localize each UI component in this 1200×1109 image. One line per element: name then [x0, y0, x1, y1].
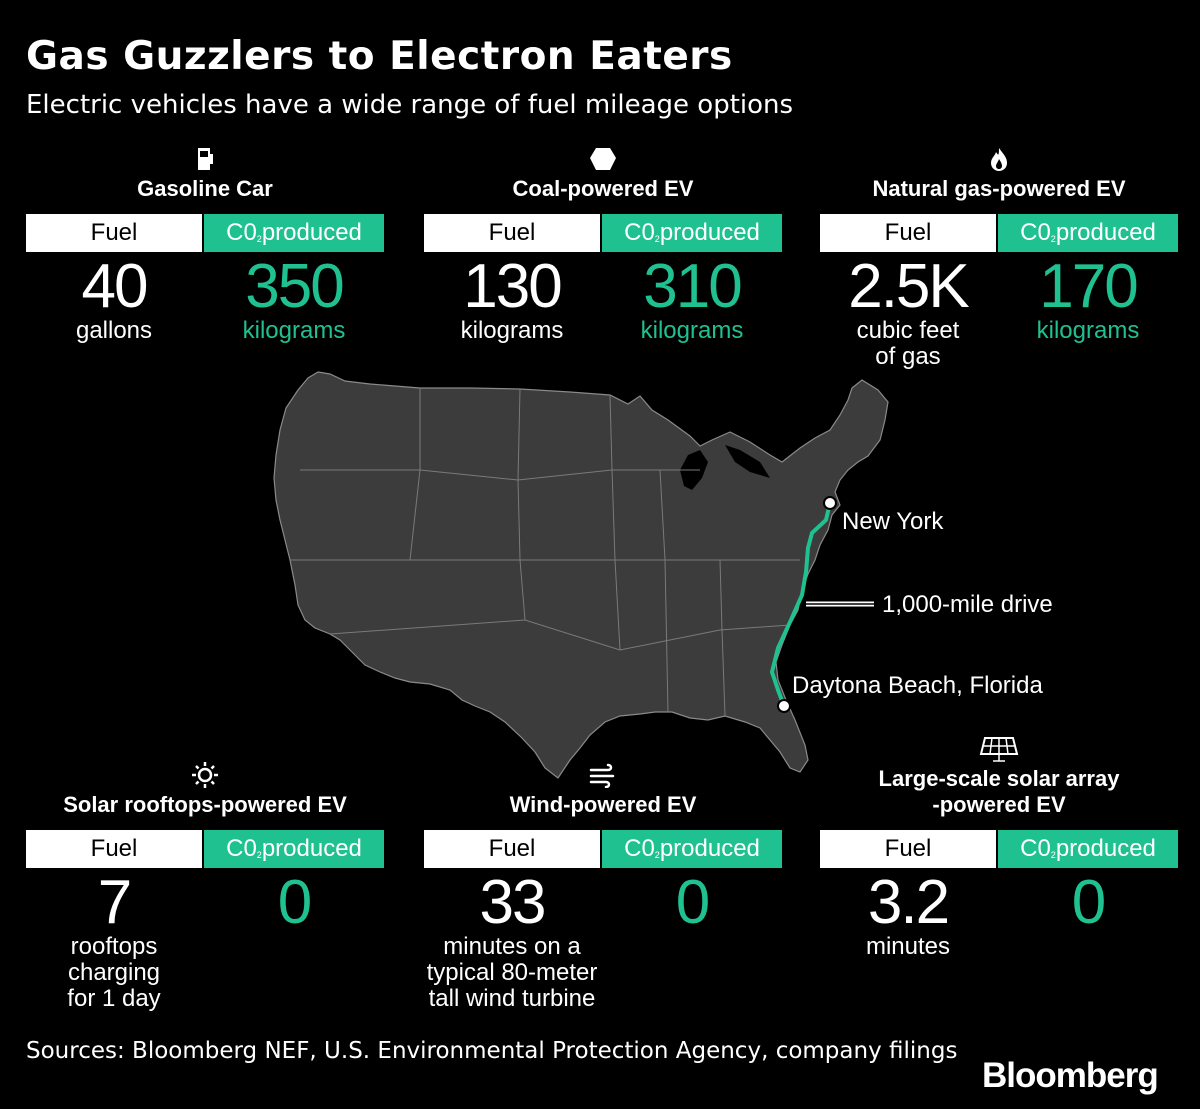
table-header: Fuel C02produced — [26, 830, 384, 868]
co2-value: 310 kilograms — [640, 252, 744, 344]
fuel-pump-icon — [26, 146, 384, 176]
wind-icon — [424, 762, 782, 792]
route-label: 1,000-mile drive — [882, 591, 1053, 618]
vehicle-name: Large-scale solar array -powered EV — [878, 766, 1120, 817]
fuel-value: 130 kilograms — [460, 252, 564, 344]
co2-header: C02produced — [204, 214, 384, 252]
table-header: Fuel C02produced — [820, 830, 1178, 868]
fuel-header: Fuel — [26, 214, 202, 252]
state-borders — [290, 388, 800, 717]
co2-value: 0 — [277, 868, 312, 937]
destination-marker — [777, 699, 791, 713]
co2-value: 170 kilograms — [1036, 252, 1140, 344]
co2-header: C02produced — [602, 830, 782, 868]
co2-header: C02produced — [998, 214, 1178, 252]
flame-icon — [820, 146, 1178, 176]
table-header: Fuel C02produced — [424, 214, 782, 252]
page-subtitle: Electric vehicles have a wide range of f… — [26, 90, 794, 120]
sun-icon — [26, 762, 384, 792]
origin-label: New York — [842, 508, 944, 535]
sources-note: Sources: Bloomberg NEF, U.S. Environment… — [26, 1038, 958, 1064]
vehicle-name: Wind-powered EV — [509, 792, 697, 817]
fuel-header: Fuel — [820, 830, 996, 868]
co2-header: C02produced — [204, 830, 384, 868]
co2-value: 350 kilograms — [242, 252, 346, 344]
fuel-value: 33 minutes on a typical 80-meter tall wi… — [426, 868, 598, 1012]
fuel-value: 40 gallons — [75, 252, 153, 344]
page-title: Gas Guzzlers to Electron Eaters — [26, 34, 733, 79]
bloomberg-logo: Bloomberg — [982, 1056, 1159, 1095]
fuel-value: 7 rooftops charging for 1 day — [67, 868, 161, 1012]
destination-label: Daytona Beach, Florida — [792, 672, 1043, 699]
coal-lump-icon — [424, 146, 782, 176]
co2-header: C02produced — [602, 214, 782, 252]
table-header: Fuel C02produced — [820, 214, 1178, 252]
fuel-header: Fuel — [424, 830, 600, 868]
co2-header: C02produced — [998, 830, 1178, 868]
table-header: Fuel C02produced — [26, 214, 384, 252]
table-header: Fuel C02produced — [424, 830, 782, 868]
co2-value: 0 — [675, 868, 710, 937]
fuel-header: Fuel — [26, 830, 202, 868]
us-map-shape — [273, 371, 889, 779]
great-lakes — [680, 445, 770, 490]
fuel-header: Fuel — [424, 214, 600, 252]
co2-value: 0 — [1071, 868, 1106, 937]
vehicle-name: Gasoline Car — [137, 176, 273, 201]
fuel-value: 2.5K cubic feet of gas — [848, 252, 970, 370]
fuel-header: Fuel — [820, 214, 996, 252]
vehicle-name: Natural gas-powered EV — [872, 176, 1126, 201]
solar-panel-icon — [820, 736, 1178, 766]
fuel-value: 3.2 minutes — [865, 868, 951, 960]
vehicle-name: Coal-powered EV — [512, 176, 694, 201]
route-line — [769, 502, 832, 707]
vehicle-name: Solar rooftops-powered EV — [63, 792, 347, 817]
origin-marker — [823, 496, 837, 510]
